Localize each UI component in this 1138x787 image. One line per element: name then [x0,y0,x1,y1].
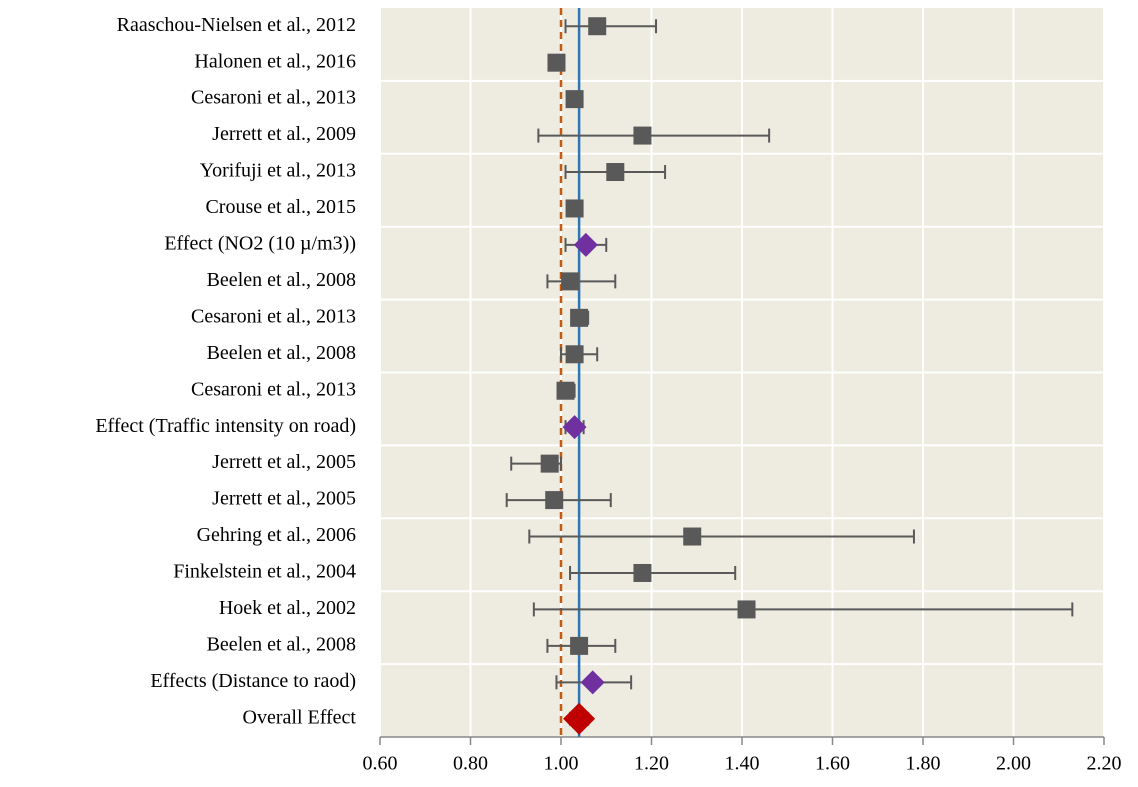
estimate-square [545,491,564,510]
row-label: Overall Effect [243,706,357,728]
estimate-square [570,308,589,327]
x-tick-label: 2.20 [1087,753,1122,775]
row-label: Raaschou-Nielsen et al., 2012 [117,14,356,36]
row-label: Beelen et al., 2008 [207,633,356,655]
row-label: Beelen et al., 2008 [207,269,356,291]
estimate-square [633,126,652,145]
x-tick-label: 1.60 [815,753,850,775]
estimate-square [570,636,589,655]
estimate-square [606,163,625,182]
row-label: Effect (NO2 (10 µ/m3)) [164,233,356,255]
row-label: Finkelstein et al., 2004 [173,561,356,583]
estimate-diamond [562,415,587,440]
estimate-diamond [580,670,605,695]
estimate-diamond [563,702,596,735]
row-label: Effect (Traffic intensity on road) [95,415,356,437]
row-label: Gehring et al., 2006 [197,524,356,546]
row-label: Halonen et al., 2016 [194,50,356,72]
estimate-square [737,600,756,619]
estimate-square [540,454,559,473]
row-label: Yorifuji et al., 2013 [200,160,356,182]
estimate-square [547,53,566,72]
x-tick-label: 1.20 [634,753,669,775]
estimate-square [565,345,584,364]
estimate-square [683,527,702,546]
row-label: Crouse et al., 2015 [205,196,356,218]
row-label: Cesaroni et al., 2013 [191,378,356,400]
row-label: Cesaroni et al., 2013 [191,87,356,109]
row-label: Jerrett et al., 2009 [212,123,356,145]
estimate-square [633,563,652,582]
estimate-square [556,381,575,400]
x-tick-label: 1.00 [544,753,579,775]
x-tick-label: 1.40 [725,753,760,775]
estimate-diamond [573,232,598,257]
x-tick-label: 0.80 [453,753,488,775]
row-label: Cesaroni et al., 2013 [191,305,356,327]
row-label: Beelen et al., 2008 [207,342,356,364]
row-label: Hoek et al., 2002 [219,597,356,619]
row-label: Jerrett et al., 2005 [212,451,356,473]
estimate-square [561,272,580,291]
row-label: Effects (Distance to raod) [150,670,356,692]
x-tick-label: 2.00 [996,753,1031,775]
x-tick-label: 1.80 [906,753,941,775]
estimate-square [588,17,607,36]
x-tick-label: 0.60 [363,753,398,775]
estimate-square [565,90,584,109]
row-label: Jerrett et al., 2005 [212,488,356,510]
estimate-square [565,199,584,218]
